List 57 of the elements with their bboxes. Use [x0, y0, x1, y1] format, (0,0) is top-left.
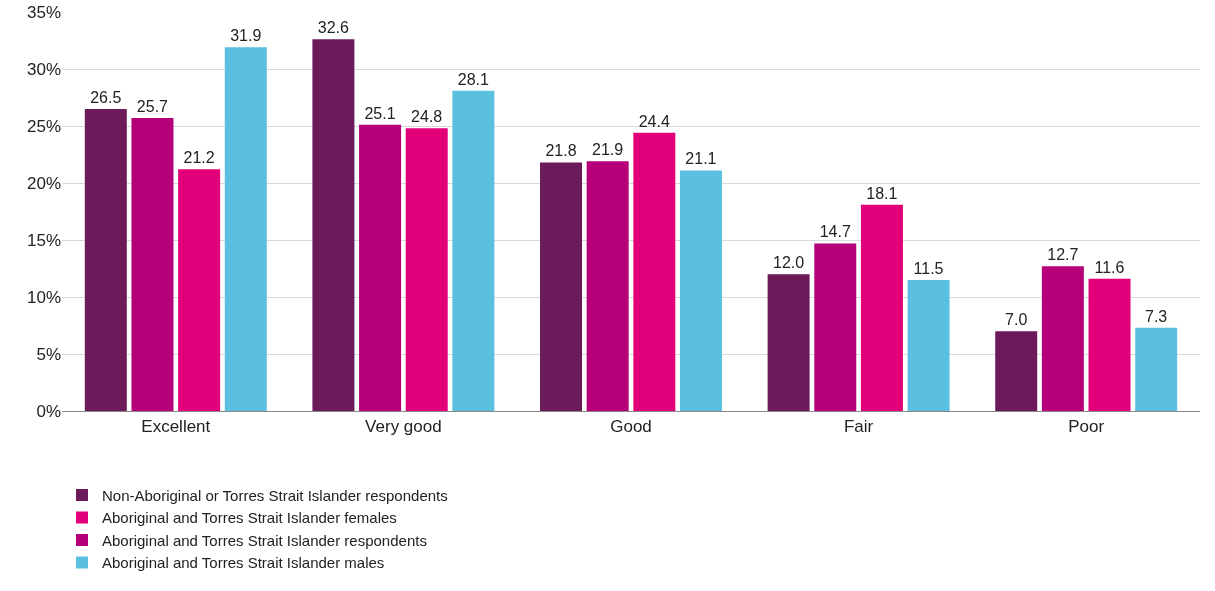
- y-tick-label: 5%: [36, 344, 61, 364]
- data-label: 21.8: [545, 142, 577, 160]
- data-label: 25.7: [136, 98, 169, 116]
- data-label: 7.0: [1005, 311, 1028, 329]
- x-tick-label: Poor: [1068, 417, 1105, 437]
- bar: [540, 162, 583, 411]
- x-tick-label: Very good: [365, 417, 442, 437]
- data-label: 18.1: [866, 184, 898, 202]
- data-label: 21.2: [183, 149, 215, 167]
- x-tick-label: Good: [610, 417, 652, 437]
- bar: [1135, 327, 1178, 411]
- bar: [84, 108, 127, 411]
- data-label: 12.0: [772, 254, 805, 272]
- bar: [224, 47, 267, 411]
- data-label: 26.5: [90, 88, 122, 106]
- data-label: 11.5: [913, 259, 944, 277]
- data-label: 24.4: [638, 112, 670, 130]
- data-label: 7.3: [1145, 307, 1168, 325]
- y-tick-label: 35%: [26, 2, 61, 22]
- bar: [1041, 266, 1084, 411]
- legend-label: Non-Aboriginal or Torres Strait Islander respondents: [102, 486, 448, 504]
- data-label: 32.6: [317, 19, 350, 37]
- data-label: 21.9: [592, 141, 624, 159]
- bar: [1088, 278, 1131, 411]
- y-tick-label: 10%: [26, 287, 61, 307]
- y-tick-label: 20%: [26, 173, 61, 193]
- legend-label: Aboriginal and Torres Strait Islander males: [102, 554, 385, 572]
- bar: [131, 118, 174, 411]
- bar: [995, 331, 1038, 411]
- bar: [452, 90, 495, 411]
- bar: [586, 161, 629, 411]
- bar: [178, 169, 221, 411]
- data-label: 11.6: [1094, 258, 1125, 276]
- bar: [633, 132, 676, 411]
- bar: [312, 39, 355, 411]
- bar: [767, 274, 810, 411]
- y-tick-label: 0%: [36, 401, 61, 421]
- bar: [679, 170, 722, 411]
- data-label: 24.8: [411, 108, 443, 126]
- data-label: 12.7: [1047, 246, 1079, 264]
- bar: [405, 128, 448, 411]
- x-tick-label: Excellent: [141, 417, 211, 437]
- bar: [359, 124, 402, 411]
- data-label: 28.1: [457, 70, 490, 88]
- data-label: 21.1: [685, 150, 717, 168]
- y-tick-label: 30%: [26, 59, 61, 79]
- data-label: 14.7: [819, 223, 851, 241]
- bar: [907, 279, 950, 411]
- legend-label: Aboriginal and Torres Strait Islander females: [102, 509, 397, 527]
- y-tick-label: 15%: [26, 230, 61, 250]
- data-label: 31.9: [230, 27, 262, 45]
- bar: [814, 243, 857, 411]
- y-tick-label: 25%: [26, 116, 61, 136]
- bar: [860, 204, 903, 411]
- data-label: 25.1: [364, 104, 396, 122]
- x-tick-label: Fair: [843, 417, 874, 437]
- legend-label: Aboriginal and Torres Strait Islander respondents: [102, 531, 427, 549]
